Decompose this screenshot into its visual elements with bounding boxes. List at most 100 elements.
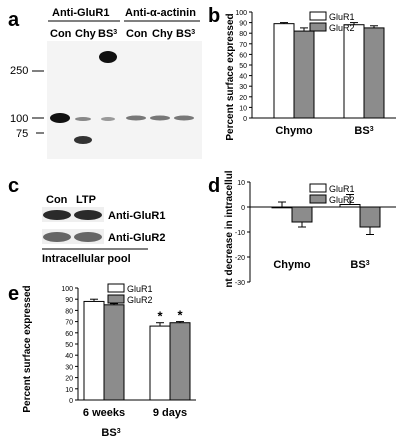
bar-e-glur2-0 <box>103 304 125 401</box>
marker-250: 250 <box>10 65 28 77</box>
y-tick-label-b-8: 80 <box>239 31 247 38</box>
significance-star-1: * <box>177 308 183 323</box>
band-con-glur1 <box>50 113 70 123</box>
legend-swatch-b-0 <box>309 11 327 21</box>
legend-label-b-1: GluR2 <box>329 23 355 33</box>
x-category-label-d-1: BS3 <box>350 259 369 271</box>
lane-label-con-left: Con <box>50 28 72 40</box>
y-tick-label-d-2: -10 <box>235 230 245 237</box>
panel-a: a Anti-GluR1 Anti-α-actinin Con Chy BS3 … <box>8 7 202 159</box>
y-axis-title-d: Percent decrease in intracellular pool <box>224 170 235 288</box>
y-tick-label-e-4: 40 <box>65 353 73 360</box>
panel-letter-d: d <box>208 175 220 197</box>
bar-e-glur1-0 <box>83 300 105 401</box>
marker-75: 75 <box>16 128 28 140</box>
y-tick-label-d-1: 0 <box>241 205 245 212</box>
band-chy-glur1-cleaved <box>74 136 92 144</box>
y-tick-label-e-2: 20 <box>65 376 73 383</box>
legend-label-d-1: GluR2 <box>329 195 355 205</box>
band-chy-actinin <box>150 115 170 121</box>
bar-d-glur2-0 <box>291 206 313 223</box>
band-ltp-glur1-c <box>74 210 102 220</box>
y-tick-label-b-7: 70 <box>239 42 247 49</box>
y-tick-label-e-3: 30 <box>65 364 73 371</box>
y-axis-title-b: Percent surface expressed <box>225 13 236 140</box>
band-bs3-actinin <box>174 115 194 121</box>
y-tick-label-b-2: 20 <box>239 95 247 102</box>
y-tick-label-e-0: 0 <box>69 398 73 405</box>
panel-letter-a: a <box>8 9 20 31</box>
bar-b-glur1-1 <box>343 24 365 119</box>
legend-label-b-0: GluR1 <box>329 12 355 22</box>
panel-e: e Percent surface expressed 0 10 20 30 40 50 6… <box>8 283 196 439</box>
footer-intracellular-pool: Intracellular pool <box>42 253 131 265</box>
x-group-label-e: BS3 <box>101 427 120 439</box>
significance-star-0: * <box>157 309 163 324</box>
x-category-label-b-0: Chymo <box>275 125 313 137</box>
band-con-actinin <box>126 115 146 121</box>
bar-b-glur2-1 <box>363 27 385 119</box>
lane-label-ltp-c: LTP <box>76 194 96 206</box>
band-ltp-glur2-c <box>74 232 102 242</box>
y-tick-label-b-6: 60 <box>239 52 247 59</box>
legend-label-e-0: GluR1 <box>127 284 153 294</box>
bar-d-glur1-0 <box>271 206 293 209</box>
y-tick-label-b-3: 30 <box>239 84 247 91</box>
lane-label-chy-right: Chy <box>152 28 174 40</box>
bar-e-glur2-1 <box>169 322 191 401</box>
y-tick-label-e-9: 90 <box>65 297 73 304</box>
y-tick-label-b-1: 10 <box>239 105 247 112</box>
y-tick-label-e-10: 100 <box>61 286 73 293</box>
band-con-glur2-c <box>43 232 71 242</box>
y-tick-label-b-10: 100 <box>235 10 247 17</box>
bar-b-glur1-0 <box>273 23 295 119</box>
band-chy-glur1-faint <box>75 117 91 121</box>
x-category-label-e-0: 6 weeks <box>83 407 125 419</box>
lane-label-con-right: Con <box>126 28 148 40</box>
y-tick-label-e-8: 80 <box>65 308 73 315</box>
panel-b: b Percent surface expressed 0 10 20 30 40 50 6… <box>208 5 396 141</box>
legend-swatch-d-0 <box>309 183 327 193</box>
blot-membrane <box>47 41 202 159</box>
label-anti-glur2-c: Anti-GluR2 <box>108 232 165 244</box>
panel-d: d Percent decrease in intracellular pool… <box>208 170 396 288</box>
label-anti-glur1-c: Anti-GluR1 <box>108 210 165 222</box>
band-bs3-glur1-faint <box>101 117 115 121</box>
marker-100: 100 <box>10 113 28 125</box>
panel-c: c Con LTP Anti-GluR1 Anti-GluR2 Intracel… <box>8 175 165 265</box>
chart-e: 0 10 20 30 40 50 60 70 80 90 100 6 weeks * * 9 days Glu… <box>61 283 196 419</box>
bar-e-glur1-1 <box>149 325 171 401</box>
x-category-label-d-0: Chymo <box>273 259 311 271</box>
y-tick-label-e-7: 70 <box>65 320 73 327</box>
y-tick-label-d-3: -20 <box>235 255 245 262</box>
bar-d-glur2-1 <box>359 206 381 228</box>
panel-letter-b: b <box>208 5 220 27</box>
band-bs3-glur1-crosslinked <box>99 51 117 63</box>
lane-label-bs3-right: BS3 <box>176 28 195 40</box>
y-tick-label-b-4: 40 <box>239 74 247 81</box>
y-tick-label-b-0: 0 <box>243 116 247 123</box>
legend-swatch-b-1 <box>309 22 327 32</box>
header-anti-glur1: Anti-GluR1 <box>52 7 109 19</box>
y-tick-label-d-4: -30 <box>235 280 245 287</box>
legend-swatch-e-1 <box>107 294 125 304</box>
legend-label-d-0: GluR1 <box>329 184 355 194</box>
y-tick-label-e-1: 10 <box>65 387 73 394</box>
bar-b-glur2-0 <box>293 30 315 119</box>
lane-label-bs3-left: BS3 <box>98 28 117 40</box>
header-anti-actinin: Anti-α-actinin <box>125 7 196 19</box>
legend-label-e-1: GluR2 <box>127 295 153 305</box>
y-tick-label-d-0: 10 <box>237 180 245 187</box>
legend-swatch-d-1 <box>309 194 327 204</box>
x-category-label-e-1: 9 days <box>153 407 187 419</box>
y-tick-label-e-6: 60 <box>65 331 73 338</box>
band-con-glur1-c <box>43 210 71 220</box>
y-tick-label-b-5: 50 <box>239 63 247 70</box>
lane-label-con-c: Con <box>46 194 68 206</box>
y-tick-label-e-5: 50 <box>65 342 73 349</box>
y-tick-label-b-9: 90 <box>239 21 247 28</box>
lane-label-chy-left: Chy <box>75 28 97 40</box>
y-axis-title-e: Percent surface expressed <box>22 285 33 412</box>
